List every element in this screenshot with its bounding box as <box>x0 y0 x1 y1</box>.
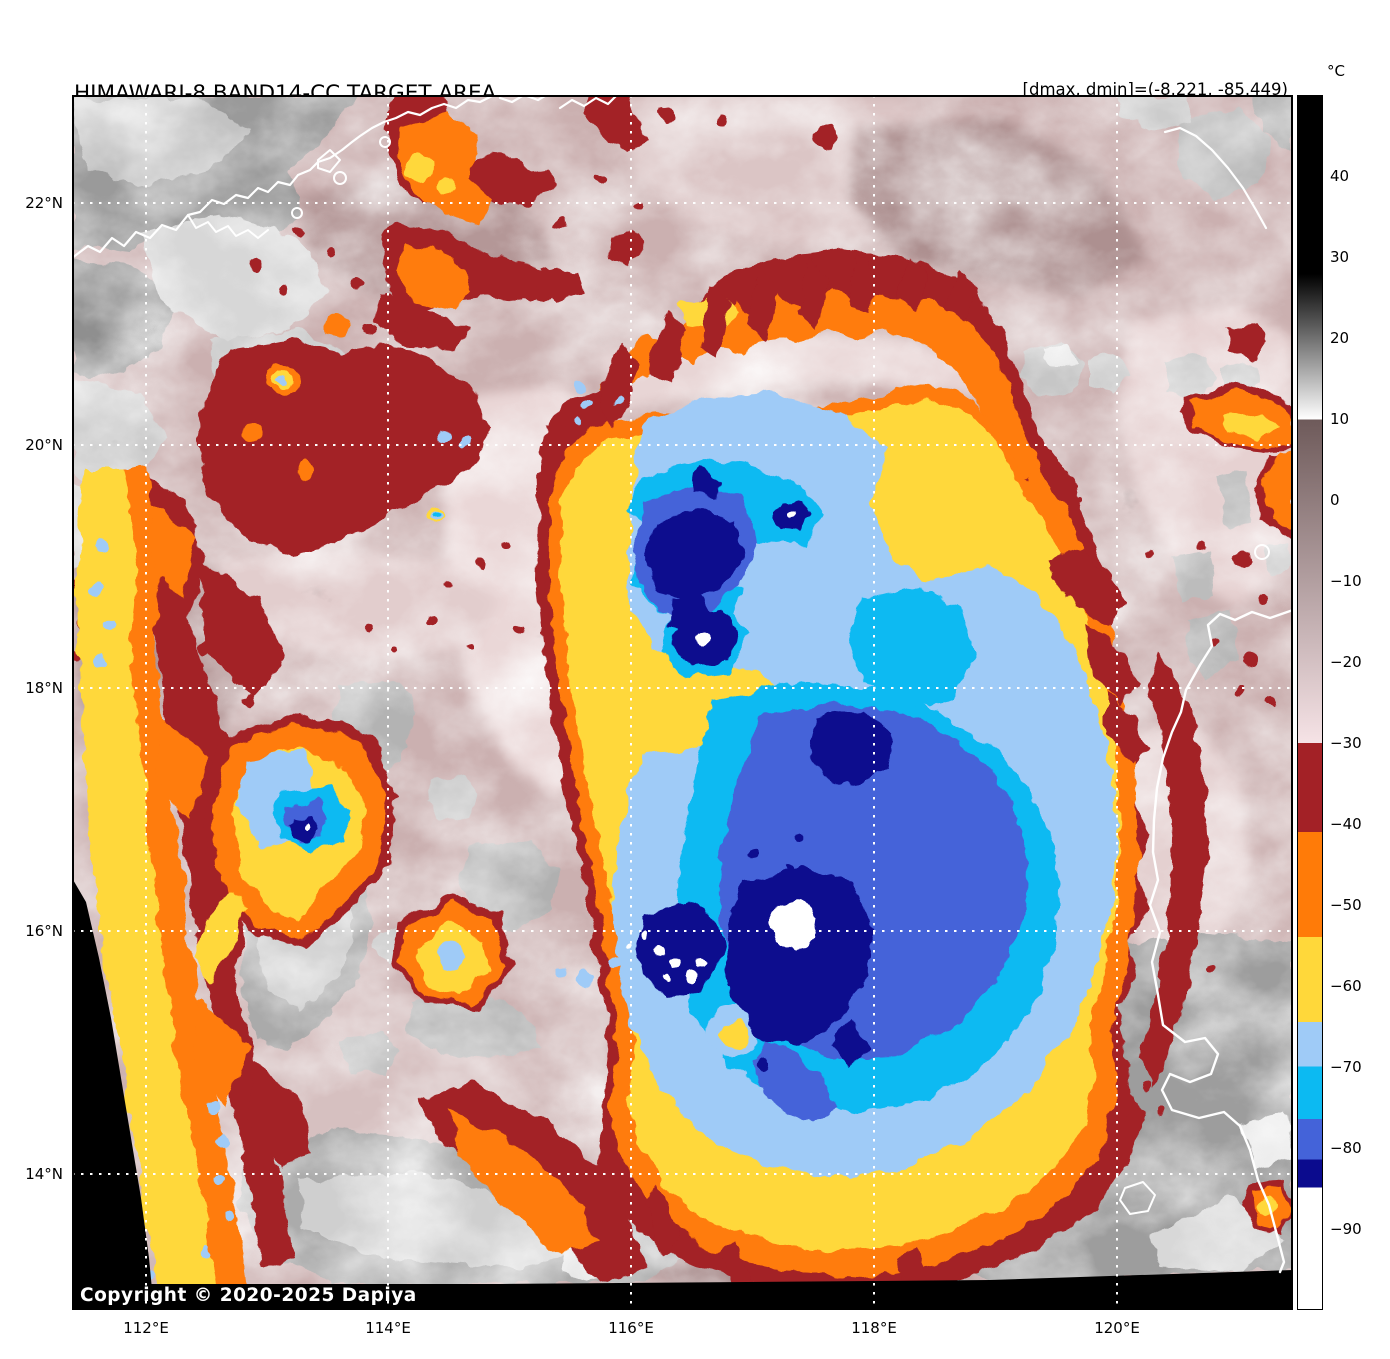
colorbar-tick-label: −40 <box>1330 815 1362 833</box>
colorbar-tick-label: 40 <box>1330 167 1350 185</box>
layer-coastlines <box>72 95 1293 1274</box>
y-tick-label: 18°N <box>25 679 63 697</box>
x-tick-label: 116°E <box>608 1319 654 1337</box>
title-line-1: HIMAWARI-8 BAND14-CC TARGET AREA <box>74 81 497 106</box>
map-border <box>72 95 1293 1310</box>
satellite-map-plot: Copyright © 2020-2025 Dapiya <box>72 95 1293 1310</box>
copyright-label: Copyright © 2020-2025 Dapiya <box>80 1285 417 1306</box>
layer-enh-white <box>301 511 816 982</box>
layer-nodata-black <box>72 878 1293 1310</box>
colorbar-tick-label: −70 <box>1330 1058 1362 1076</box>
colorbar-tick-label: −20 <box>1330 653 1362 671</box>
x-tick-label: 114°E <box>365 1319 411 1337</box>
y-tick-label: 20°N <box>25 436 63 454</box>
colorbar-tick-label: 20 <box>1330 329 1350 347</box>
layer-gridlines <box>72 95 1293 1310</box>
colorbar <box>1297 95 1323 1310</box>
x-tick-label: 118°E <box>851 1319 897 1337</box>
colorbar-tick-label: −80 <box>1330 1139 1362 1157</box>
y-tick-label: 22°N <box>25 194 63 212</box>
colorbar-tick-label: −60 <box>1330 977 1362 995</box>
y-tick-label: 14°N <box>25 1165 63 1183</box>
colorbar-tick-label: −90 <box>1330 1220 1362 1238</box>
satellite-scene-svg <box>72 95 1293 1310</box>
x-tick-label: 120°E <box>1094 1319 1140 1337</box>
colorbar-tick-label: −10 <box>1330 572 1362 590</box>
y-tick-label: 16°N <box>25 922 63 940</box>
colorbar-tick-label: −30 <box>1330 734 1362 752</box>
colorbar-tick-label: −50 <box>1330 896 1362 914</box>
dmax-dmin-label: [dmax, dmin]=(-8.221, -85.449) <box>1022 80 1288 99</box>
layer-enh-red-teeth <box>598 255 1150 1292</box>
colorbar-tick-label: 10 <box>1330 410 1350 428</box>
scene-root <box>72 95 1293 1310</box>
colorbar-tick-label: 30 <box>1330 248 1350 266</box>
colorbar-tick-label: 0 <box>1330 491 1340 509</box>
x-tick-label: 112°E <box>123 1319 169 1337</box>
colorbar-unit-label: °C <box>1327 62 1345 80</box>
